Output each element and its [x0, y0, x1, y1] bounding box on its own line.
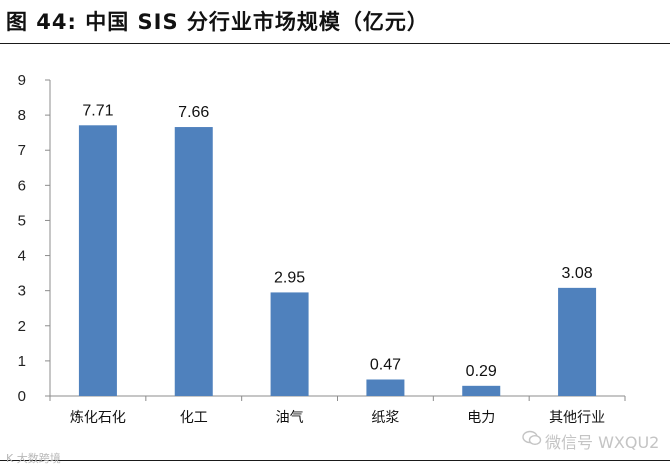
bar	[558, 287, 597, 396]
wechat-icon	[522, 430, 542, 450]
figure-title: 图 44: 中国 SIS 分行业市场规模（亿元）	[6, 10, 429, 34]
data-label: 7.71	[82, 102, 113, 119]
data-label: 3.08	[562, 265, 593, 282]
chart-area: 0 1 2 3 4 5 6 7 8 9 7.71 炼化石化 7.66 化工 2.95 油气 0.47 纸浆 0.29…	[0, 60, 670, 440]
x-tick-label: 炼化石化	[70, 410, 126, 426]
x-tick-label: 其他行业	[549, 410, 605, 426]
bar	[462, 385, 501, 396]
y-tick-label: 3	[18, 283, 26, 300]
y-tick-label: 7	[18, 142, 26, 159]
bar-chart: 0 1 2 3 4 5 6 7 8 9 7.71 炼化石化 7.66 化工 2.95 油气 0.47 纸浆 0.29…	[18, 72, 626, 426]
watermark-right: 微信号 WXQU2	[545, 433, 660, 452]
x-tick-label: 纸浆	[371, 410, 399, 426]
y-tick-label: 8	[18, 107, 26, 124]
bar	[174, 127, 213, 396]
figure-header: 图 44: 中国 SIS 分行业市场规模（亿元）	[0, 0, 670, 44]
footer-divider	[0, 460, 670, 461]
y-tick-label: 6	[18, 177, 26, 194]
x-tick-label: 化工	[180, 410, 208, 426]
data-label: 0.29	[466, 363, 497, 380]
x-tick-label: 油气	[276, 410, 304, 426]
bar	[270, 292, 309, 396]
y-tick-label: 9	[18, 72, 26, 89]
data-label: 2.95	[274, 269, 305, 286]
y-tick-label: 4	[18, 248, 26, 265]
x-tick-label: 电力	[467, 410, 495, 426]
data-label: 7.66	[178, 104, 209, 121]
bar	[78, 125, 117, 396]
y-tick-label: 1	[18, 353, 26, 370]
data-label: 0.47	[370, 356, 401, 373]
bar	[366, 379, 405, 396]
watermark-left: K 大数跨境	[6, 452, 61, 465]
y-tick-label: 0	[18, 388, 26, 405]
y-tick-label: 5	[18, 212, 26, 229]
y-tick-label: 2	[18, 318, 26, 335]
